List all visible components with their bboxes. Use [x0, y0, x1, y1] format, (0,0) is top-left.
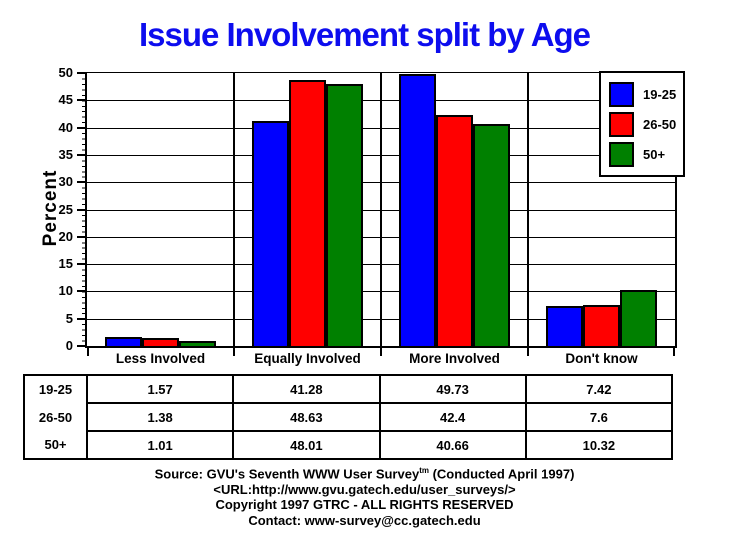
table-row-label: 19-25 — [23, 375, 88, 403]
table-cell: 10.32 — [524, 430, 674, 460]
table-row-label: 26-50 — [23, 403, 88, 431]
x-axis-tick — [673, 346, 675, 356]
y-axis-tick — [77, 235, 87, 238]
table-cell: 7.42 — [524, 374, 674, 404]
legend-label: 50+ — [643, 146, 666, 162]
footer: Source: GVU's Seventh WWW User Surveytm … — [0, 463, 729, 528]
x-axis-tick — [527, 346, 529, 356]
table-cell: 48.63 — [232, 402, 381, 432]
table-cell: 42.4 — [378, 402, 527, 432]
x-axis-tick — [233, 346, 235, 356]
y-axis-tick — [77, 181, 87, 184]
x-axis-category-label: Don't know — [565, 351, 638, 366]
legend-item: 50+ — [609, 139, 683, 169]
y-axis-tick-label: 45 — [58, 92, 73, 108]
y-axis-tick — [77, 153, 87, 156]
data-table: 19-25 1.57 41.28 49.73 7.42 26-50 1.38 48.63 42.… — [23, 374, 674, 460]
plot-area: 0 5 10 15 20 25 30 35 40 45 50 Less Involved Equally… — [59, 65, 677, 366]
table-cell: 1.57 — [85, 374, 235, 404]
table-row: 19-25 1.57 41.28 49.73 7.42 — [23, 374, 674, 404]
legend-item: 26-50 — [609, 109, 683, 139]
table-cell: 1.01 — [85, 430, 235, 460]
bar — [583, 304, 620, 346]
table-cell: 7.6 — [524, 402, 674, 432]
table-cell: 1.38 — [85, 402, 235, 432]
legend: 19-25 26-50 50+ — [599, 71, 685, 177]
y-axis-tick-label: 35 — [58, 146, 73, 162]
y-axis-tick-label: 5 — [65, 310, 73, 326]
bar — [620, 289, 657, 346]
table-row: 26-50 1.38 48.63 42.4 7.6 — [23, 402, 674, 432]
legend-item: 19-25 — [609, 79, 683, 109]
y-axis-tick-label: 15 — [58, 256, 73, 272]
y-axis-tick — [77, 290, 87, 293]
bar — [105, 337, 142, 346]
footer-source-line: Source: GVU's Seventh WWW User Surveytm … — [0, 463, 729, 482]
category-divider — [527, 73, 529, 346]
legend-swatch — [609, 81, 634, 107]
y-axis-tick — [77, 208, 87, 211]
y-axis-tick — [77, 126, 87, 129]
footer-url-line: <URL:http://www.gvu.gatech.edu/user_surv… — [213, 481, 516, 497]
table-row-label: 50+ — [23, 431, 88, 459]
bar — [326, 83, 363, 346]
bar — [142, 338, 179, 346]
footer-tm-superscript: tm — [419, 466, 429, 475]
y-axis-tick — [77, 72, 87, 74]
legend-swatch — [609, 111, 634, 137]
x-axis-category-label: More Involved — [409, 351, 500, 366]
x-axis-tick — [87, 346, 89, 356]
bar — [399, 74, 436, 346]
footer-contact-line: Contact: www-survey@cc.gatech.edu — [248, 512, 481, 528]
footer-source-date: (Conducted April 1997) — [428, 466, 575, 482]
y-axis-tick-label: 30 — [58, 174, 73, 190]
table-cell: 40.66 — [378, 430, 527, 460]
chart-title: Issue Involvement split by Age — [138, 16, 591, 53]
category-divider — [380, 73, 382, 346]
y-axis-tick-label: 25 — [58, 201, 73, 217]
footer-copyright-line: Copyright 1997 GTRC - ALL RIGHTS RESERVE… — [215, 497, 514, 513]
bar — [289, 80, 326, 346]
y-axis-tick — [77, 317, 87, 320]
y-axis-tick — [77, 263, 87, 266]
table-cell: 49.73 — [378, 374, 527, 404]
footer-source-text: Source: GVU's Seventh WWW User Survey — [154, 466, 420, 482]
data-table-container: 19-25 1.57 41.28 49.73 7.42 26-50 1.38 48.63 42.… — [23, 374, 674, 460]
x-axis-category-label: Equally Involved — [254, 351, 361, 366]
legend-label: 19-25 — [643, 86, 677, 102]
bar — [473, 124, 510, 346]
bar — [252, 120, 289, 346]
bar — [436, 114, 473, 346]
bar — [546, 305, 583, 346]
legend-items: 19-25 26-50 50+ — [609, 79, 683, 169]
x-axis-tick — [380, 346, 382, 356]
y-axis-tick-label: 20 — [58, 228, 73, 244]
table-cell: 48.01 — [232, 430, 381, 460]
y-axis-tick — [77, 99, 87, 102]
bar — [179, 340, 216, 346]
y-axis-tick — [77, 345, 87, 347]
table-cell: 41.28 — [232, 374, 381, 404]
x-axis-category-label: Less Involved — [115, 351, 206, 366]
category-divider — [233, 73, 235, 346]
y-axis-tick-label: 40 — [58, 119, 73, 135]
legend-label: 26-50 — [643, 116, 677, 132]
y-axis-tick-label: 50 — [58, 65, 73, 80]
y-axis-tick-label: 0 — [65, 338, 73, 353]
table-row: 50+ 1.01 48.01 40.66 10.32 — [23, 430, 674, 460]
data-table-body: 19-25 1.57 41.28 49.73 7.42 26-50 1.38 48.63 42.… — [23, 374, 674, 460]
y-axis-tick-label: 10 — [58, 283, 73, 299]
legend-swatch — [609, 141, 634, 167]
